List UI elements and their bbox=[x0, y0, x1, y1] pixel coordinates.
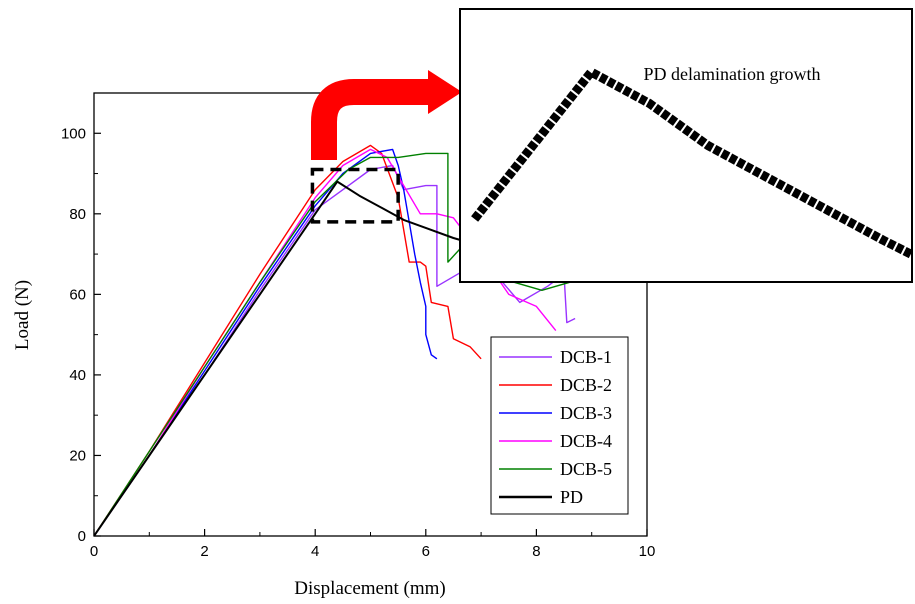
inset-curve bbox=[471, 67, 915, 259]
x-tick-label: 10 bbox=[639, 543, 656, 560]
legend-label-dcb-2: DCB-2 bbox=[560, 375, 612, 395]
y-tick-label: 60 bbox=[69, 286, 86, 303]
x-tick-label: 6 bbox=[422, 543, 430, 560]
series-line-pd bbox=[94, 180, 482, 536]
zoom-box bbox=[310, 167, 400, 224]
series-line-dcb-2 bbox=[94, 144, 482, 536]
x-tick-label: 4 bbox=[311, 543, 319, 560]
y-axis-title: Load (N) bbox=[12, 280, 33, 350]
y-tick-label: 20 bbox=[69, 447, 86, 464]
y-tick-label: 80 bbox=[69, 206, 86, 223]
inset: PD delamination growth bbox=[459, 8, 915, 283]
series-line-dcb-3 bbox=[94, 148, 438, 536]
legend-label-dcb-5: DCB-5 bbox=[560, 459, 612, 479]
y-tick-label: 100 bbox=[61, 125, 86, 142]
legend-label-dcb-3: DCB-3 bbox=[560, 403, 612, 423]
legend-label-dcb-4: DCB-4 bbox=[560, 431, 612, 451]
red-arrow bbox=[311, 70, 462, 160]
series-line-dcb-1 bbox=[94, 164, 576, 536]
legend-label-dcb-1: DCB-1 bbox=[560, 347, 612, 367]
inset-label: PD delamination growth bbox=[644, 64, 821, 84]
x-axis-title: Displacement (mm) bbox=[294, 578, 445, 599]
x-tick-label: 8 bbox=[532, 543, 540, 560]
y-tick-label: 40 bbox=[69, 367, 86, 384]
series-line-dcb-5 bbox=[94, 152, 582, 536]
x-tick-label: 2 bbox=[200, 543, 208, 560]
legend-label-pd: PD bbox=[560, 487, 583, 507]
y-tick-label: 0 bbox=[78, 528, 86, 545]
legend: DCB-1 DCB-2 DCB-3 DCB-4 DCB-5 PD bbox=[490, 336, 629, 515]
legend-box bbox=[490, 336, 629, 515]
x-tick-label: 0 bbox=[90, 543, 98, 560]
